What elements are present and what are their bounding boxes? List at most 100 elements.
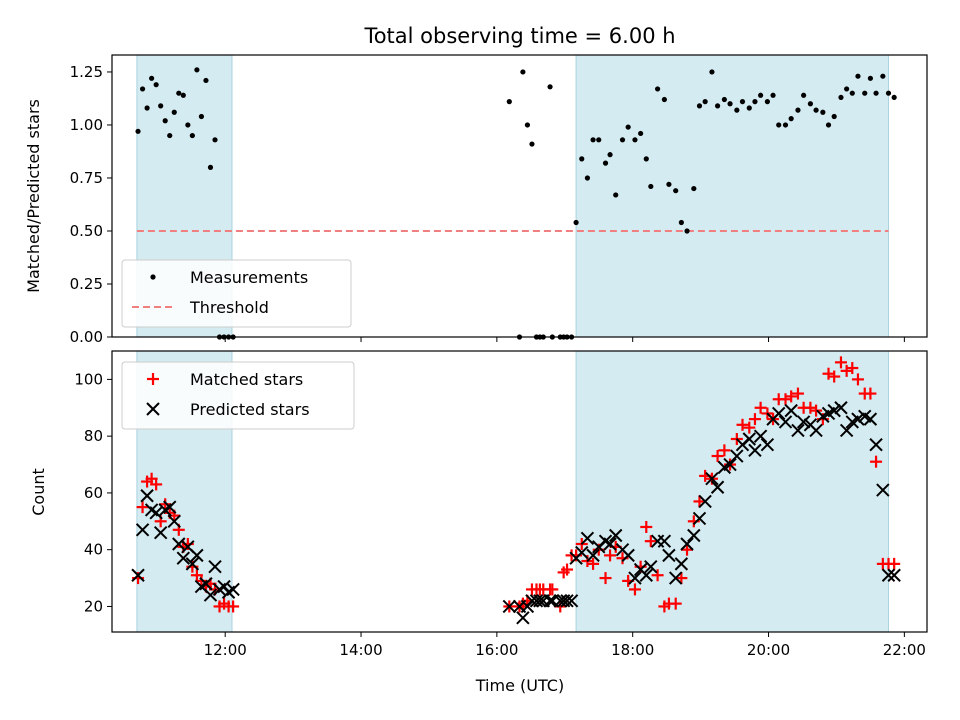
measurement-point xyxy=(820,109,826,115)
y-tick-label: 40 xyxy=(84,541,103,559)
matched-star-marker xyxy=(864,387,877,400)
predicted-star-marker xyxy=(502,599,517,614)
predicted-star-marker xyxy=(881,568,896,582)
measurement-point xyxy=(849,90,855,96)
predicted-star-marker xyxy=(887,568,901,582)
y-tick-label: 20 xyxy=(84,597,103,615)
x-tick-label: 22:00 xyxy=(883,641,926,659)
x-tick-label: 12:00 xyxy=(204,641,247,659)
predicted-star-marker xyxy=(621,548,635,563)
predicted-star-marker xyxy=(760,437,775,452)
measurement-point xyxy=(788,116,794,122)
measurement-point xyxy=(758,92,764,98)
y-tick-label: 0.25 xyxy=(70,275,103,293)
matched-star-marker xyxy=(804,401,817,414)
predicted-star-marker xyxy=(131,568,145,582)
measurement-point xyxy=(867,75,874,81)
matched-star-marker xyxy=(681,543,694,556)
predicted-star-marker xyxy=(710,480,725,494)
predicted-star-marker xyxy=(753,429,768,443)
measurement-point xyxy=(801,92,807,98)
predicted-star-marker xyxy=(140,489,154,503)
y-tick-label: 80 xyxy=(84,427,103,445)
matched-star-marker xyxy=(651,569,664,582)
matched-star-marker xyxy=(743,421,756,434)
measurement-point xyxy=(602,160,609,166)
matched-star-marker xyxy=(693,495,706,508)
matched-star-marker xyxy=(604,549,617,562)
measurement-point xyxy=(171,109,177,115)
x-tick-label: 18:00 xyxy=(611,641,654,659)
measurement-point xyxy=(203,77,209,84)
predicted-star-marker xyxy=(628,571,642,585)
measurement-point xyxy=(162,118,168,124)
measurement-point xyxy=(619,137,626,143)
bottom-axes: 20 40 60 80 100 12:00 14:00 16:00 18:00 20:00 22:0… xyxy=(74,370,926,659)
bottom-plot-frame xyxy=(111,350,928,633)
predicted-star-marker xyxy=(580,531,595,546)
top-plot-frame xyxy=(111,54,928,338)
measurement-point xyxy=(607,152,613,158)
legend-matched-label: Matched stars xyxy=(190,370,303,389)
top-observing-windows xyxy=(136,54,890,338)
measurement-point xyxy=(638,130,644,137)
matched-star-marker xyxy=(840,364,853,377)
x-tick-label: 16:00 xyxy=(475,641,518,659)
predicted-star-marker xyxy=(839,423,854,438)
matched-star-marker xyxy=(791,387,804,400)
measurement-point xyxy=(180,92,186,98)
predicted-star-marker xyxy=(657,534,672,548)
measurement-point xyxy=(666,181,672,187)
measurement-point xyxy=(855,73,861,79)
top-panel: 0.00 0.25 0.50 0.75 1.00 1.25 Matched/Predict… xyxy=(24,54,928,346)
predicted-star-marker xyxy=(784,403,798,418)
predicted-star-marker xyxy=(533,594,547,608)
predicted-star-marker xyxy=(851,412,865,426)
matched-star-marker xyxy=(587,557,600,570)
measurement-point xyxy=(149,75,155,81)
predicted-star-marker xyxy=(742,432,756,446)
measurement-point xyxy=(139,86,146,92)
x-tick-label: 14:00 xyxy=(339,641,382,659)
predicted-star-marker xyxy=(796,415,811,429)
y-tick-label: 0.75 xyxy=(70,169,103,187)
predicted-star-marker xyxy=(698,494,712,509)
matched-star-marker xyxy=(810,404,823,417)
predicted-star-marker xyxy=(185,557,200,571)
predicted-star-marker xyxy=(560,594,574,608)
top-legend-box xyxy=(121,259,352,328)
predicted-star-marker xyxy=(199,577,213,591)
measurement-point xyxy=(807,101,814,107)
measurement-point xyxy=(844,86,850,92)
predicted-star-marker xyxy=(723,457,737,472)
measurement-point xyxy=(590,137,596,143)
predicted-star-marker xyxy=(669,571,683,585)
y-tick-label: 60 xyxy=(84,484,103,502)
measurement-point xyxy=(776,122,782,128)
matched-star-marker xyxy=(669,597,682,610)
predicted-star-marker xyxy=(153,525,168,540)
matched-star-marker xyxy=(159,498,172,511)
measurement-point xyxy=(632,137,638,143)
predicted-star-marker xyxy=(809,423,823,438)
measurement-point xyxy=(189,132,195,139)
measurement-point xyxy=(691,185,697,192)
matched-star-marker xyxy=(870,455,883,468)
measurement-point xyxy=(648,183,654,190)
measurement-point xyxy=(721,96,727,103)
predicted-star-marker xyxy=(692,511,707,526)
measurement-point xyxy=(702,99,708,105)
measurement-point xyxy=(684,228,690,234)
predicted-star-marker xyxy=(226,582,240,597)
bottom-panel: 20 40 60 80 100 12:00 14:00 16:00 18:00 20:00 22:0… xyxy=(29,350,928,695)
bottom-legend: Matched stars Predicted stars xyxy=(121,361,355,430)
measurement-point xyxy=(176,90,182,96)
measurement-point xyxy=(880,73,886,79)
matched-star-marker xyxy=(711,450,724,463)
measurement-point xyxy=(167,132,173,139)
predicted-star-marker xyxy=(135,523,150,537)
measurement-point xyxy=(795,107,801,113)
measurement-point xyxy=(194,67,200,73)
measurement-point xyxy=(158,103,164,109)
measurement-point xyxy=(734,107,740,113)
